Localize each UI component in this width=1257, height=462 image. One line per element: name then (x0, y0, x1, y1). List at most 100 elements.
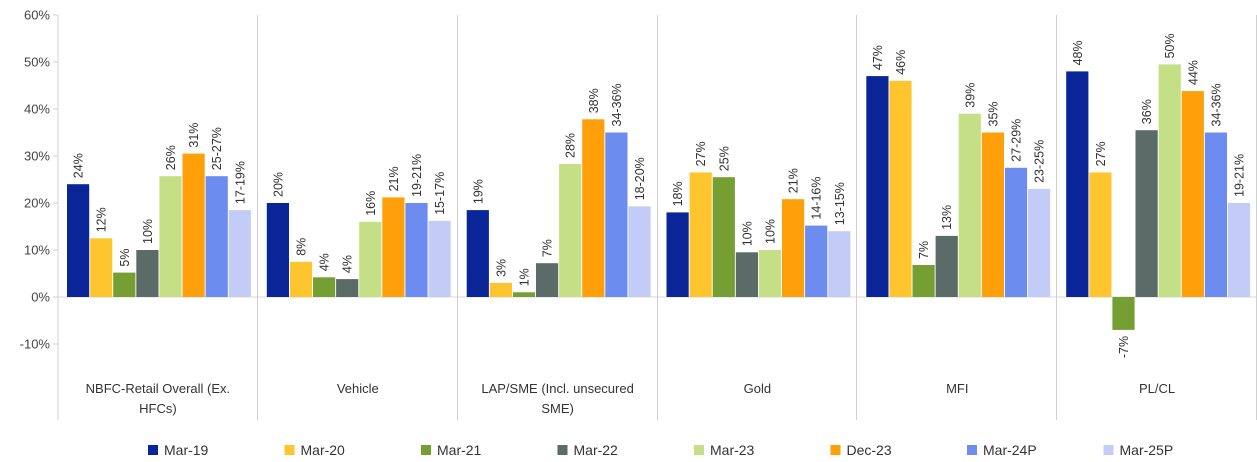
bar (712, 177, 735, 297)
data-label: 10% (740, 221, 754, 246)
bar (113, 272, 136, 297)
bar (466, 210, 489, 297)
bars (67, 64, 1251, 330)
bar (889, 80, 912, 297)
y-tick-label: -10% (20, 337, 51, 352)
bar (866, 76, 889, 297)
legend-swatch (284, 445, 295, 455)
bar (67, 184, 90, 297)
bar (382, 197, 405, 297)
data-label: 39% (963, 83, 977, 108)
bar (359, 221, 382, 297)
bar (512, 292, 536, 297)
legend-swatch (421, 445, 431, 455)
category-label: Gold (744, 381, 771, 396)
y-tick-label: 40% (24, 102, 50, 117)
data-label: 38% (587, 88, 601, 113)
data-label: 31% (187, 123, 201, 148)
data-label: 34-36% (1209, 83, 1223, 126)
legend-label: Mar-19 (164, 442, 209, 458)
data-label: 8% (295, 238, 309, 256)
bar (336, 279, 359, 297)
data-label: 12% (95, 207, 109, 232)
bar (228, 210, 251, 297)
y-tick-label: 50% (24, 55, 50, 70)
data-label: 34-36% (610, 83, 624, 126)
bar (605, 132, 628, 297)
data-label: 19-21% (1233, 154, 1247, 197)
bar (489, 282, 512, 297)
bar (289, 261, 313, 298)
legend: Mar-19 Mar-20 Mar-21 Mar-22 Mar-23 Dec-23 Mar-… (148, 442, 1173, 458)
data-label: 15-17% (433, 172, 447, 215)
bar (182, 153, 205, 297)
data-label: 46% (894, 50, 908, 75)
legend-swatch (557, 445, 568, 455)
bar (136, 250, 159, 297)
category-label: NBFC-Retail Overall (Ex. (86, 381, 230, 396)
bar (1112, 297, 1135, 330)
data-label: 7% (917, 241, 931, 259)
data-label: 18% (671, 181, 685, 206)
data-label: 23-25% (1033, 140, 1047, 183)
data-label: 26% (164, 145, 178, 170)
y-tick-label: 20% (24, 196, 50, 211)
legend-label: Dec-23 (847, 442, 892, 458)
bar (1089, 172, 1112, 297)
data-label: 19-21% (410, 154, 424, 197)
bar (758, 250, 782, 297)
data-label: 18-20% (633, 157, 647, 200)
bar (1204, 132, 1227, 297)
bar (582, 119, 605, 297)
bar (536, 263, 559, 297)
legend-swatch (1103, 445, 1114, 455)
legend-swatch (967, 445, 977, 455)
bar (828, 231, 851, 297)
category-labels: NBFC-Retail Overall (Ex. HFCs) Vehicle LAP/… (86, 381, 1176, 416)
bar (935, 235, 958, 297)
data-label: 3% (494, 259, 508, 277)
data-label: 21% (387, 166, 401, 191)
data-label: 10% (141, 219, 155, 244)
y-tick-label: 10% (24, 243, 50, 258)
data-label: 13% (940, 205, 954, 230)
legend-swatch (830, 445, 841, 455)
bar (805, 225, 828, 297)
bar (1028, 188, 1051, 297)
data-label: 24% (72, 153, 86, 178)
bar (782, 199, 805, 297)
data-label: 13-15% (833, 182, 847, 225)
category-label: MFI (946, 381, 968, 396)
bar (1181, 91, 1204, 297)
data-labels: 24% 20% 19% 18% 47% 48% 12% 8% 3% 27% 46% 27% 5% 4% 1%… (72, 33, 1247, 358)
data-label: 44% (1186, 60, 1200, 85)
bar (689, 172, 712, 297)
legend-label: Mar-20 (301, 442, 346, 458)
data-label: 27% (1094, 141, 1108, 166)
bar (559, 164, 582, 297)
data-label: -7% (1117, 336, 1131, 358)
bar (1004, 167, 1028, 298)
data-label: 27% (694, 141, 708, 166)
legend-swatch (148, 445, 158, 455)
data-label: 25% (717, 146, 731, 171)
bar (981, 132, 1004, 297)
legend-swatch (694, 445, 704, 455)
data-label: 10% (764, 219, 778, 244)
data-label: 21% (787, 168, 801, 193)
data-label: 47% (871, 45, 885, 70)
data-label: 20% (271, 172, 285, 197)
legend-label: Mar-23 (710, 442, 755, 458)
data-label: 35% (986, 101, 1000, 126)
bar (735, 252, 758, 297)
data-label: 28% (564, 133, 578, 158)
y-tick-label: 30% (24, 149, 50, 164)
category-label: HFCs) (139, 401, 177, 416)
data-label: 25-27% (210, 127, 224, 170)
y-tick-label: 0% (31, 290, 50, 305)
bar (958, 113, 981, 297)
data-label: 4% (318, 253, 332, 271)
data-label: 5% (118, 249, 132, 267)
category-label: PL/CL (1139, 381, 1175, 396)
bar (1158, 64, 1181, 298)
